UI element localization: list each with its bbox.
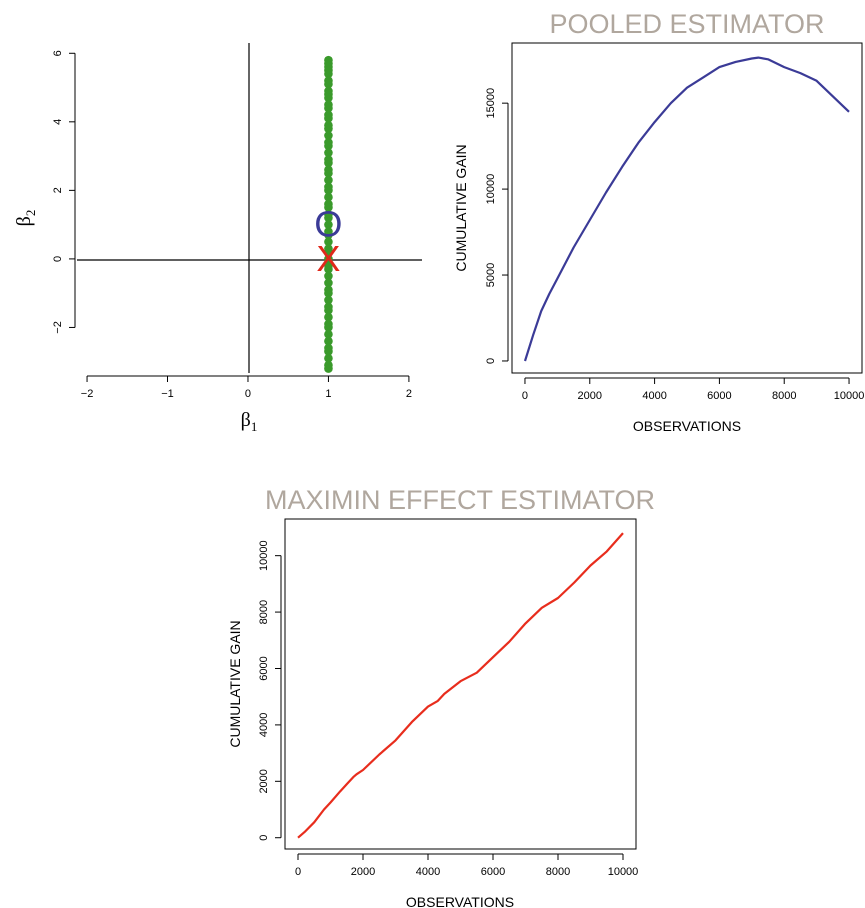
scatter-point	[324, 220, 333, 229]
scatter-point	[324, 278, 333, 288]
maximin-panel: MAXIMIN EFFECT ESTIMATOR 0 2000 4000 6000 80…	[227, 485, 655, 908]
maximin-y-tick-label: 0	[258, 835, 270, 841]
scatter-markers: OX	[314, 204, 342, 279]
scatter-point	[324, 364, 333, 373]
pooled-estimate-marker: O	[314, 204, 342, 245]
scatter-point	[324, 264, 333, 274]
pooled-y-tick-label: 0	[485, 358, 497, 364]
scatter-x-tick-label: 1	[325, 388, 331, 400]
scatter-point	[324, 158, 333, 168]
scatter-point	[324, 347, 333, 356]
pooled-x-tick-label: 6000	[707, 390, 731, 402]
maximin-gain-line	[297, 532, 624, 839]
pooled-y-tick-label: 10000	[485, 174, 497, 205]
pooled-x-tick-label: 10000	[834, 390, 865, 402]
maximin-y-tick-label: 4000	[258, 713, 270, 737]
scatter-point	[324, 271, 333, 281]
scatter-point	[324, 175, 333, 185]
maximin-x-axis: 0 2000 4000 6000 8000 10000	[295, 853, 639, 878]
scatter-point	[324, 230, 333, 240]
pooled-x-tick-label: 2000	[578, 390, 602, 402]
scatter-point	[324, 295, 333, 305]
pooled-x-tick-label: 4000	[642, 390, 666, 402]
scatter-x-tick-label: 2	[406, 388, 412, 400]
scatter-y-tick-label: −2	[52, 321, 64, 334]
scatter-point	[324, 192, 333, 202]
scatter-point	[324, 306, 333, 315]
pooled-y-tick-label: 5000	[485, 263, 497, 287]
pooled-panel: POOLED ESTIMATOR 0 2000 4000 6000 8000 10000 …	[453, 9, 864, 434]
maximin-y-axis: 0 2000 4000 6000 8000 10000	[258, 540, 282, 841]
scatter-point	[324, 93, 333, 103]
scatter-point	[324, 330, 333, 339]
scatter-point	[324, 203, 333, 212]
scatter-y-tick-label: 0	[52, 256, 64, 262]
maximin-x-tick-label: 8000	[546, 866, 570, 878]
scatter-point	[324, 323, 333, 332]
scatter-x-axis: −2 −1 0 1 2	[81, 375, 412, 400]
pooled-x-axis: 0 2000 4000 6000 8000 10000	[522, 377, 865, 402]
pooled-plot-frame	[511, 42, 863, 374]
scatter-panel: OX −2 −1 0 1 2 −2 0 2 4 6 β1 β2	[13, 43, 422, 434]
maximin-title: MAXIMIN EFFECT ESTIMATOR	[265, 485, 655, 515]
pooled-x-tick-label: 8000	[772, 390, 796, 402]
scatter-y-tick-label: 6	[52, 50, 64, 56]
scatter-point	[324, 168, 333, 178]
scatter-x-tick-label: −1	[161, 388, 174, 400]
scatter-point	[324, 254, 333, 264]
scatter-point	[324, 148, 333, 157]
pooled-y-tick-label: 15000	[485, 88, 497, 119]
scatter-point	[324, 124, 333, 133]
scatter-points	[324, 55, 333, 373]
scatter-y-tick-label: 4	[52, 119, 64, 125]
scatter-point	[324, 103, 333, 113]
scatter-x-axis-label: β1	[241, 409, 258, 434]
scatter-point	[324, 131, 333, 140]
scatter-point	[324, 353, 333, 363]
scatter-point	[324, 141, 333, 151]
maximin-x-tick-label: 4000	[416, 866, 440, 878]
scatter-point	[324, 114, 333, 123]
maximin-plot-frame	[284, 518, 637, 850]
maximin-x-tick-label: 2000	[351, 866, 375, 878]
scatter-point	[324, 79, 333, 89]
scatter-point	[324, 312, 333, 322]
scatter-point	[324, 247, 333, 257]
pooled-gain-line	[523, 56, 850, 362]
maximin-y-tick-label: 8000	[258, 600, 270, 624]
scatter-point	[324, 69, 333, 79]
scatter-x-tick-label: 0	[245, 388, 251, 400]
maximin-estimate-marker: X	[316, 238, 340, 279]
maximin-x-axis-label: OBSERVATIONS	[406, 894, 514, 908]
pooled-title: POOLED ESTIMATOR	[549, 9, 824, 39]
scatter-x-tick-label: −2	[81, 388, 94, 400]
maximin-y-tick-label: 6000	[258, 656, 270, 680]
maximin-y-tick-label: 10000	[258, 540, 270, 571]
pooled-x-axis-label: OBSERVATIONS	[633, 418, 741, 434]
scatter-y-axis-label: β2	[13, 210, 38, 227]
pooled-y-axis: 0 5000 10000 15000	[485, 88, 509, 364]
scatter-point	[324, 237, 333, 247]
scatter-y-axis: −2 0 2 4 6	[52, 50, 76, 334]
maximin-x-tick-label: 6000	[481, 866, 505, 878]
scatter-point	[324, 213, 333, 223]
maximin-x-tick-label: 0	[295, 866, 301, 878]
maximin-y-axis-label: CUMULATIVE GAIN	[227, 620, 243, 747]
scatter-y-tick-label: 2	[52, 187, 64, 193]
scatter-point	[324, 336, 333, 346]
scatter-point	[324, 186, 333, 195]
scatter-point	[324, 288, 333, 298]
pooled-y-axis-label: CUMULATIVE GAIN	[453, 144, 469, 271]
pooled-x-tick-label: 0	[522, 390, 528, 402]
maximin-y-tick-label: 2000	[258, 769, 270, 793]
maximin-x-tick-label: 10000	[608, 866, 639, 878]
